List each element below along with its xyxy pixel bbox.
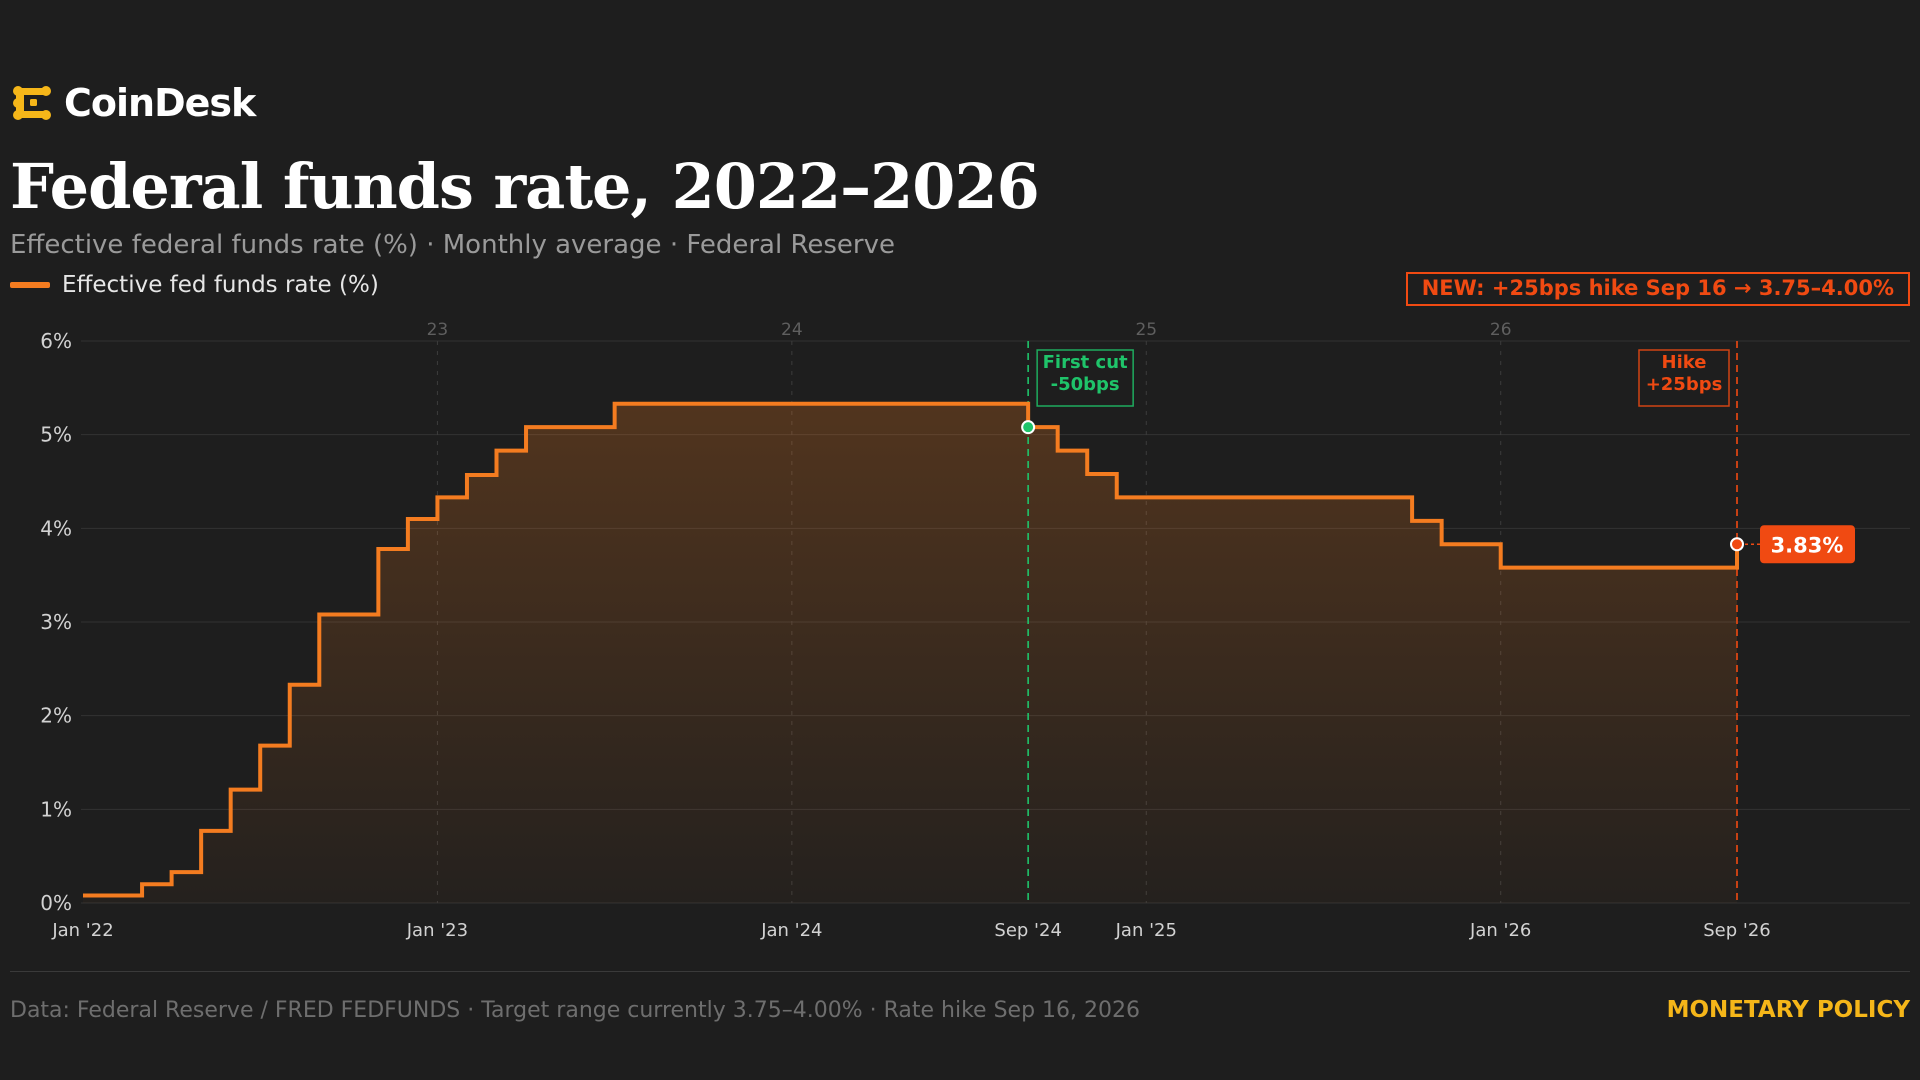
legend-label: Effective fed funds rate (%) (62, 272, 379, 298)
x-tick-label: Sep '24 (994, 920, 1062, 941)
cut-annotation-text: First cut (1043, 352, 1128, 373)
chart-subtitle: Effective federal funds rate (%) · Month… (10, 230, 895, 260)
rate-line (83, 401, 1739, 898)
year-label: 23 (427, 320, 449, 340)
brand-name: CoinDesk (64, 81, 256, 125)
legend-swatch (10, 282, 50, 288)
year-label: 24 (781, 320, 803, 340)
y-tick-label: 2% (40, 704, 72, 728)
last-value-badge (1760, 525, 1855, 564)
last-value-label: 3.83% (1771, 533, 1844, 557)
year-label: 26 (1490, 320, 1512, 340)
chart-legend: Effective fed funds rate (%) (10, 272, 379, 298)
cut-annotation-text: -50bps (1051, 374, 1120, 395)
year-label: 25 (1135, 320, 1157, 340)
category-tag: MONETARY POLICY (1666, 997, 1910, 1023)
hike-annotation-text: +25bps (1646, 374, 1723, 395)
y-tick-label: 1% (40, 797, 72, 821)
hike-point (1730, 537, 1744, 552)
x-tick-label: Jan '23 (406, 920, 468, 941)
brand-logo: CoinDesk (10, 80, 256, 126)
x-tick-label: Jan '22 (51, 920, 113, 941)
x-tick-label: Jan '25 (1115, 920, 1177, 941)
cut-annotation-box (1036, 349, 1134, 407)
news-banner: NEW: +25bps hike Sep 16 → 3.75–4.00% (1405, 272, 1910, 306)
coindesk-logo-icon (13, 86, 51, 120)
cut-point (1021, 420, 1036, 435)
x-tick-label: Jan '24 (760, 920, 822, 941)
footer-divider (10, 971, 1910, 972)
rate-area (83, 403, 1737, 903)
hike-annotation-box (1638, 349, 1730, 407)
x-tick-label: Jan '26 (1469, 920, 1531, 941)
rate-chart: 0% 1% 2% 3% 4% 5% 6% 23 24 25 26 First cut-50bps Hik… (40, 320, 1910, 941)
y-tick-label: 4% (40, 516, 72, 540)
y-tick-label: 3% (40, 610, 72, 634)
source-note: Data: Federal Reserve / FRED FEDFUNDS · … (10, 998, 1141, 1023)
y-tick-label: 6% (40, 329, 72, 353)
y-tick-label: 0% (40, 891, 72, 915)
y-tick-label: 5% (40, 423, 72, 447)
hike-annotation-text: Hike (1662, 352, 1707, 373)
x-tick-label: Sep '26 (1703, 920, 1771, 941)
chart-title: Federal funds rate, 2022–2026 (10, 150, 1040, 223)
